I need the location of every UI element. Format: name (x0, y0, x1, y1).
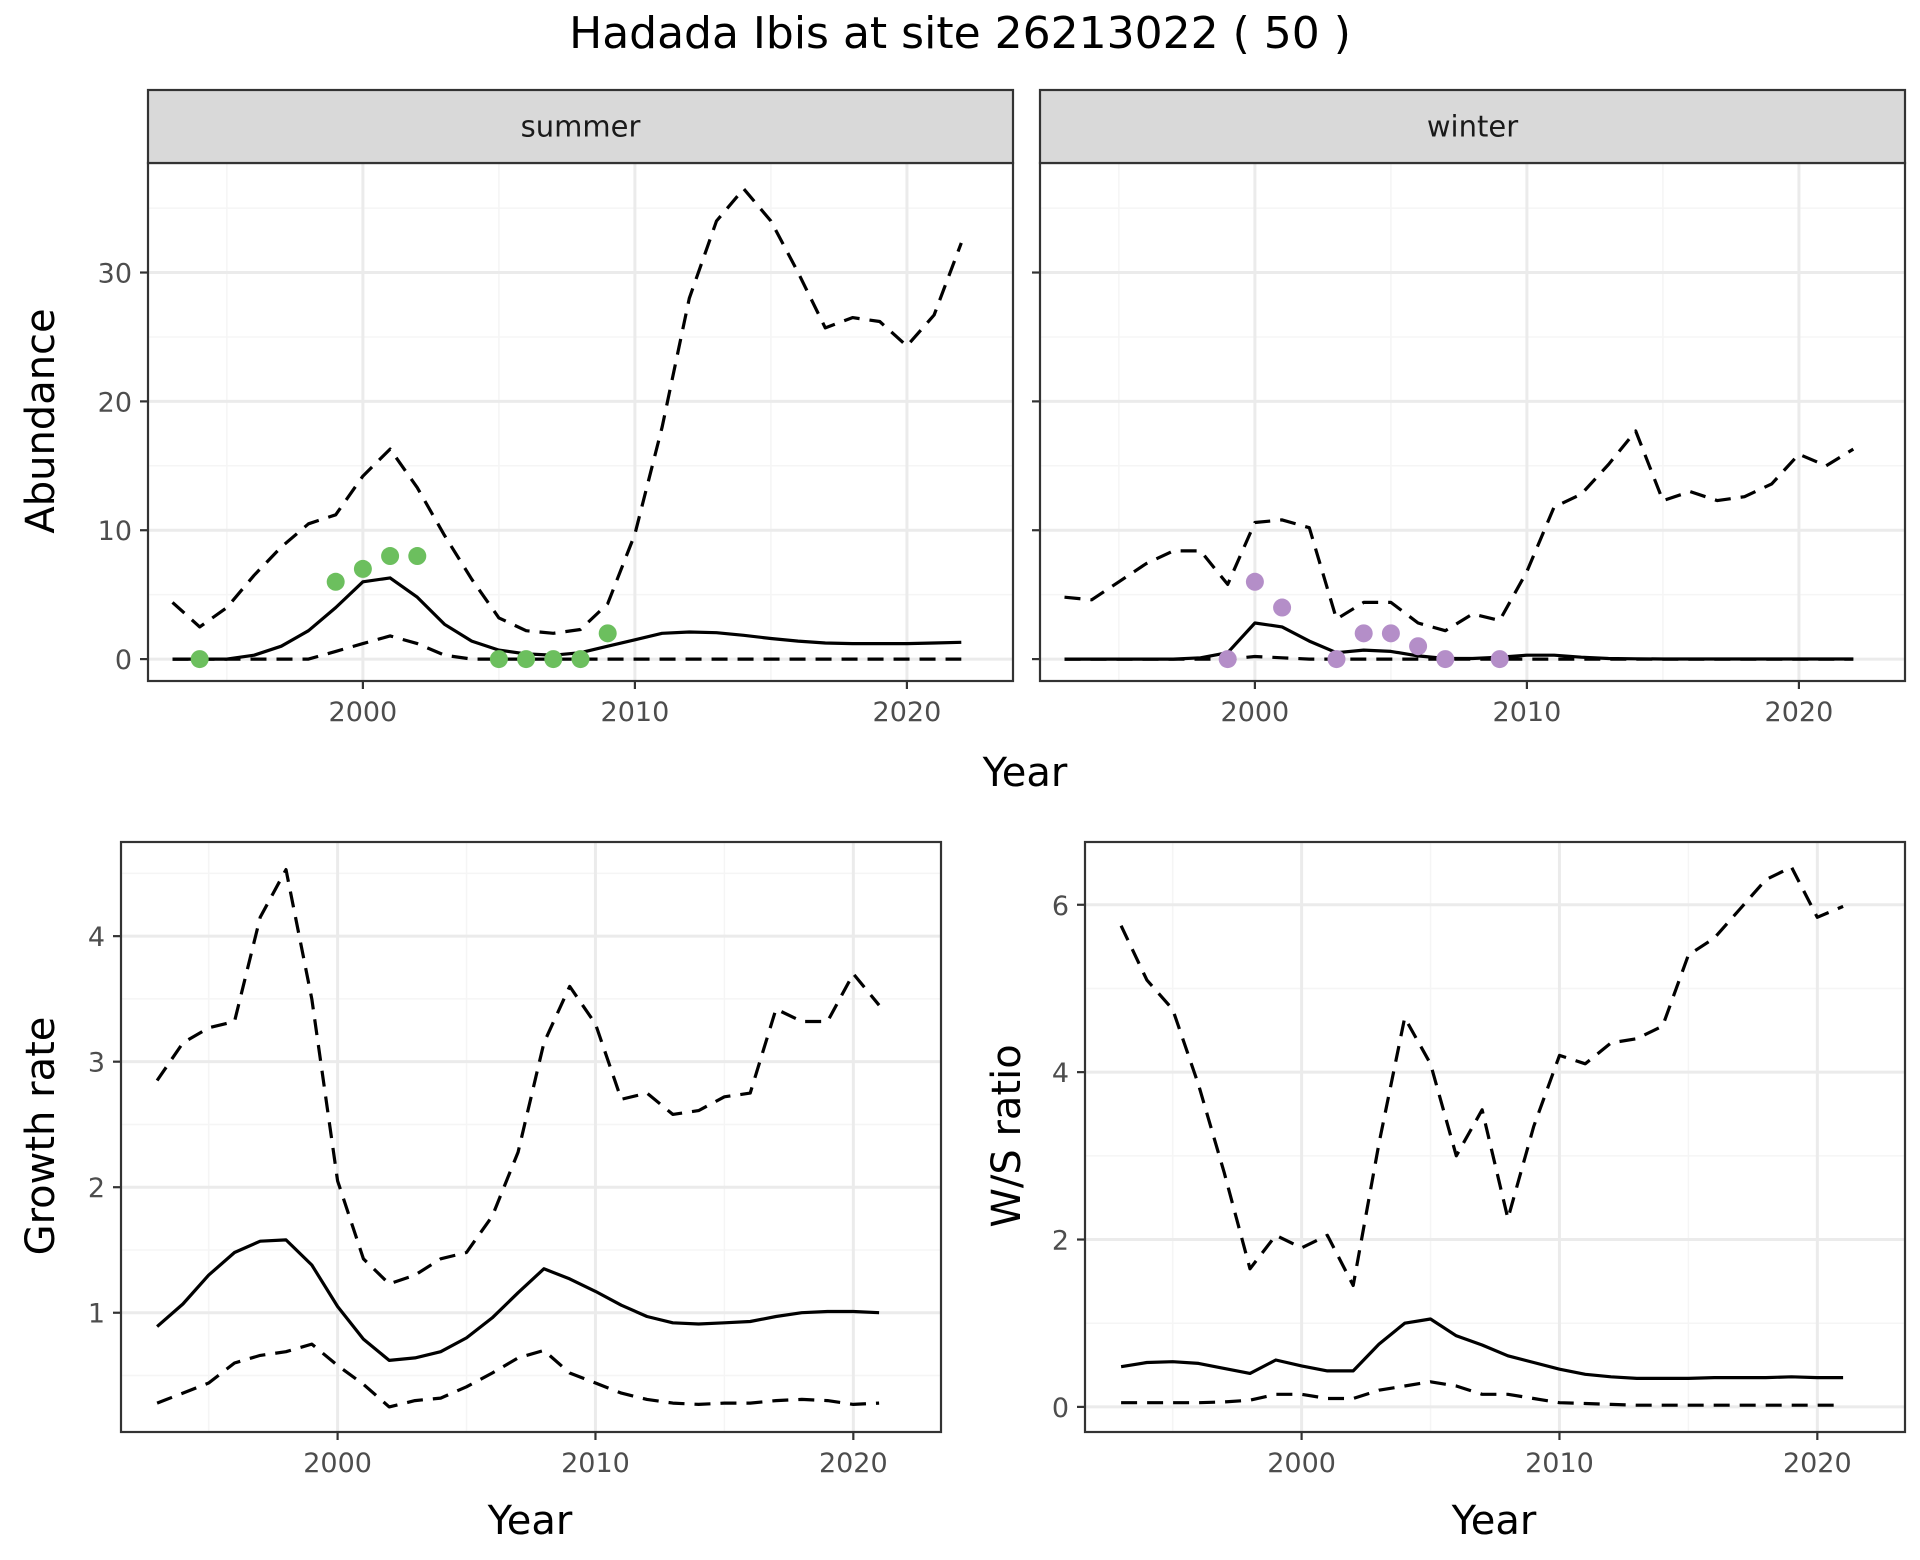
x-tick-label: 2000 (1267, 1448, 1336, 1479)
y-tick-label: 20 (98, 387, 132, 418)
x-tick-label: 2010 (561, 1448, 630, 1479)
series-line-lower (1064, 654, 1854, 661)
facet-strip (146, 88, 1015, 165)
panel-background (148, 163, 1013, 681)
x-tick-label: 2010 (601, 697, 670, 728)
data-point (1381, 624, 1400, 643)
y-tick-label: 0 (115, 645, 132, 676)
y-tick-label: 4 (1052, 1058, 1069, 1089)
data-point (1218, 650, 1237, 669)
ratio-x-axis-title: Year (1451, 1498, 1537, 1544)
top-y-axis-title: Abundance (18, 308, 64, 533)
panel-summer: summer 2000 2010 2020 0 10 20 30 (98, 88, 1015, 728)
y-tick-label: 0 (1052, 1393, 1069, 1424)
y-tick-label: 3 (88, 1048, 105, 1079)
panel-background (1085, 842, 1905, 1432)
x-tick-label: 2000 (1221, 697, 1290, 728)
data-point (326, 572, 345, 591)
x-tick-label: 2010 (1525, 1448, 1594, 1479)
x-tick-label: 2010 (1493, 697, 1562, 728)
chart-title: Hadada Ibis at site 26213022 ( 50 ) (569, 8, 1351, 59)
facet-strip (1038, 88, 1907, 165)
ratio-y-axis-title: W/S ratio (984, 1044, 1030, 1227)
panel-border (119, 840, 943, 1434)
facet-strip-label: summer (521, 110, 641, 144)
x-tick-label: 2020 (819, 1448, 888, 1479)
series-line-estimate (156, 1238, 880, 1362)
series-line-upper (171, 187, 963, 635)
data-point (598, 624, 617, 643)
data-point (1490, 650, 1509, 669)
data-point (489, 650, 508, 669)
data-point (1245, 572, 1264, 591)
panel-w-s-ratio: 2000 2010 2020 0 2 4 6 (1052, 840, 1907, 1479)
panel-border (1083, 840, 1907, 1434)
x-tick-label: 2020 (1765, 697, 1834, 728)
data-point (544, 650, 563, 669)
data-point (1354, 624, 1373, 643)
x-tick-label: 2000 (329, 697, 398, 728)
data-point (1327, 650, 1346, 669)
series-line-lower (1121, 1380, 1844, 1407)
panel-winter: winter 2000 2010 2020 (1032, 88, 1907, 728)
series-line-estimate (1120, 1317, 1844, 1380)
data-point (1273, 598, 1292, 617)
data-point (571, 650, 590, 669)
data-point (353, 559, 372, 578)
panel-background (1040, 163, 1905, 681)
y-tick-label: 2 (88, 1173, 105, 1204)
data-point (1409, 637, 1428, 656)
growth-x-axis-title: Year (487, 1498, 573, 1544)
data-point (1436, 650, 1455, 669)
panel-growth-rate: 2000 2010 2020 1 2 3 4 (88, 840, 943, 1479)
y-tick-label: 4 (88, 922, 105, 953)
series-line-lower (156, 1342, 880, 1409)
facet-strip-label: winter (1427, 110, 1518, 144)
y-tick-label: 6 (1052, 891, 1069, 922)
y-tick-label: 10 (98, 516, 132, 547)
panel-background (121, 842, 941, 1432)
y-tick-label: 1 (88, 1299, 105, 1330)
series-line-upper (155, 868, 881, 1286)
series-line-estimate (172, 576, 962, 661)
growth-y-axis-title: Growth rate (18, 1017, 64, 1256)
data-point (381, 547, 400, 566)
y-tick-label: 2 (1052, 1226, 1069, 1257)
data-point (190, 650, 209, 669)
top-x-axis-title: Year (982, 750, 1068, 796)
y-tick-label: 30 (98, 259, 132, 290)
x-tick-label: 2000 (303, 1448, 372, 1479)
series-line-lower (172, 634, 962, 661)
series-line-upper (1064, 429, 1855, 633)
x-tick-label: 2020 (1783, 1448, 1852, 1479)
x-tick-label: 2020 (873, 697, 942, 728)
series-line-upper (1119, 865, 1844, 1288)
data-point (408, 547, 427, 566)
data-point (517, 650, 536, 669)
